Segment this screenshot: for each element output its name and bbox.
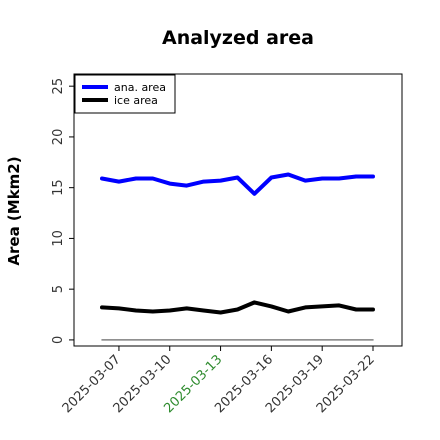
series-line-ice-area [100,300,375,315]
y-tick-label: 0 [51,336,66,344]
series-line-ana-area [100,172,375,196]
y-tick-label: 25 [51,78,66,95]
legend-label-ice-area: ice area [114,94,158,107]
plot-frame [73,73,403,347]
y-axis: 0 5 10 15 20 25 [51,78,74,344]
legend-box [74,74,176,114]
y-tick-label: 5 [51,285,66,293]
chart-title: Analyzed area [162,27,314,49]
x-axis: 2025-03-072025-03-102025-03-132025-03-16… [60,346,378,416]
legend-label-ana-area: ana. area [114,81,166,94]
y-tick-label: 10 [51,230,66,247]
y-tick-label: 20 [51,129,66,146]
legend: ana. area ice area [74,74,176,114]
y-axis-label: Area (Mkm2) [5,156,23,265]
y-tick-label: 15 [51,179,66,196]
series-layer [100,172,375,341]
